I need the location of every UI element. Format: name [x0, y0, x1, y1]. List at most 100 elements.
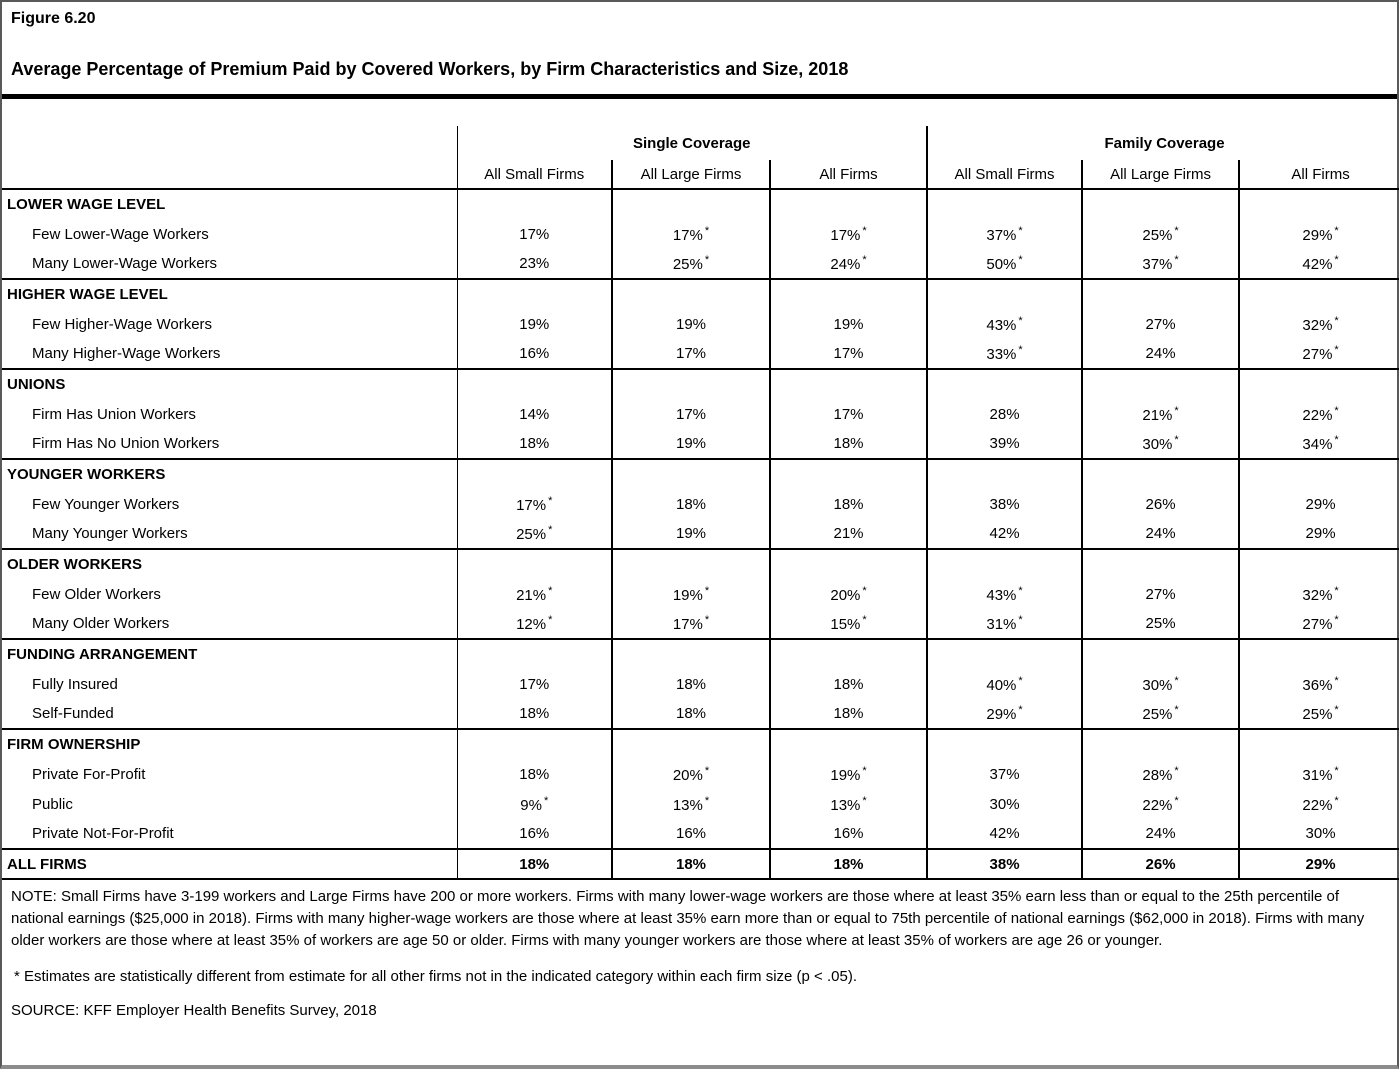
table-cell: 18%	[611, 489, 770, 519]
row-label: Fully Insured	[32, 675, 118, 693]
significance-marker: *	[1334, 344, 1339, 356]
table-cell	[1238, 278, 1399, 309]
table-cell	[1081, 278, 1240, 309]
table-cell: 33% *	[926, 339, 1083, 369]
table-cell	[611, 458, 770, 489]
table-cell: 22% *	[1081, 789, 1240, 819]
table-row: Few Younger Workers 17% * 18% 18% 38% 26% 29%	[2, 489, 1399, 519]
significance-marker: *	[1174, 224, 1179, 237]
row-label: Self-Funded	[32, 705, 114, 722]
table-cell: 17% *	[611, 219, 770, 249]
significance-marker: *	[1334, 704, 1339, 716]
section-header-row: FUNDING ARRANGEMENT	[2, 638, 1399, 669]
source-note: SOURCE: KFF Employer Health Benefits Sur…	[11, 1002, 377, 1019]
table-cell	[768, 278, 928, 309]
row-label: Few Older Workers	[32, 585, 161, 603]
significance-marker: *	[1018, 344, 1023, 356]
row-label: Many Lower-Wage Workers	[32, 255, 218, 272]
significance-marker: *	[1018, 254, 1023, 266]
table-row: Many Higher-Wage Workers 16% 17% 17% 33% * 24%…	[2, 339, 1399, 369]
table-cell: 29%	[1238, 519, 1399, 549]
significance-marker: *	[704, 614, 710, 626]
table-cell: 17% *	[456, 489, 612, 519]
table-row: Many Younger Workers 25% * 19% 21% 42% 24% 29%	[2, 519, 1399, 549]
significance-marker: *	[862, 794, 867, 807]
table-cell: 17%	[456, 669, 612, 699]
significance-marker: *	[1018, 314, 1023, 327]
table-cell	[768, 458, 928, 489]
significance-marker: *	[1018, 584, 1023, 597]
significance-note: * Estimates are statistically different …	[14, 968, 857, 985]
table-cell	[768, 368, 928, 399]
table-cell: 34% *	[1238, 429, 1399, 459]
group-header-family-coverage: Family Coverage	[926, 126, 1399, 160]
table-cell: 38%	[926, 489, 1083, 519]
row-label: Firm Has Union Workers	[32, 405, 196, 423]
table-cell: 27% *	[1238, 609, 1399, 639]
table-row: Few Older Workers 21% * 19% * 20% * 43% * 27% 32% *	[2, 579, 1399, 609]
table-cell: 17%	[611, 399, 770, 429]
significance-marker: *	[1174, 434, 1179, 446]
table-cell: 17%	[456, 219, 612, 249]
table-row: Fully Insured 17% 18% 18% 40% * 30% * 36% *	[2, 669, 1399, 699]
table-cell: 19%	[456, 309, 612, 339]
table-row: Few Lower-Wage Workers 17% 17% * 17% * 37% * 25%…	[2, 219, 1399, 249]
table-cell	[926, 188, 1083, 219]
table-cell: 42%	[926, 519, 1083, 549]
section-header-row: YOUNGER WORKERS	[2, 458, 1399, 489]
table-row: Self-Funded 18% 18% 18% 29% * 25% * 25% *	[2, 699, 1399, 729]
table-row: Few Higher-Wage Workers 19% 19% 19% 43% * 27% 3…	[2, 309, 1399, 339]
table-cell: 17%	[768, 399, 928, 429]
table-cell: 19% *	[611, 579, 770, 609]
significance-marker: *	[1174, 794, 1179, 807]
table-cell: 16%	[768, 819, 928, 849]
column-header-family-all-firms: All Firms	[1238, 160, 1399, 190]
table-cell: 21% *	[456, 579, 612, 609]
note-text: NOTE: Small Firms have 3-199 workers and…	[11, 888, 1365, 949]
row-label: Few Higher-Wage Workers	[32, 315, 213, 333]
table-cell: 16%	[611, 819, 770, 849]
row-label: ALL FIRMS	[2, 848, 457, 880]
significance-marker: *	[704, 584, 710, 597]
table-row: Public 9% * 13% * 13% * 30% 22% * 22% *	[2, 789, 1399, 819]
section-title: FUNDING ARRANGEMENT	[2, 638, 457, 669]
table-cell: 17% *	[611, 609, 770, 639]
table-cell: 19%	[611, 429, 770, 459]
table-cell: 29%	[1238, 489, 1399, 519]
significance-marker: *	[548, 524, 553, 536]
significance-marker: *	[1334, 254, 1339, 266]
table-cell: 27%	[1081, 579, 1240, 609]
table-cell	[926, 728, 1083, 759]
table-cell: 25%	[1081, 609, 1240, 639]
table-cell	[611, 548, 770, 579]
label-column-spacer	[2, 126, 457, 160]
table-cell: 36% *	[1238, 669, 1399, 699]
table-cell	[456, 548, 612, 579]
row-label: Few Younger Workers	[32, 495, 180, 513]
table-cell: 37% *	[1081, 249, 1240, 279]
section-title: UNIONS	[2, 368, 457, 399]
significance-marker: *	[543, 794, 549, 807]
significance-marker: *	[862, 584, 867, 597]
column-header-family-all-small-firms: All Small Firms	[926, 160, 1083, 190]
significance-marker: *	[1174, 404, 1179, 417]
table-cell	[926, 278, 1083, 309]
significance-marker: *	[1334, 674, 1339, 687]
significance-marker: *	[1018, 614, 1023, 626]
page-title: Average Percentage of Premium Paid by Co…	[11, 59, 849, 79]
table-cell: 38%	[926, 848, 1083, 880]
table-cell	[926, 638, 1083, 669]
significance-marker: *	[548, 494, 553, 507]
table-cell: 18%	[611, 848, 770, 880]
section-header-row: FIRM OWNERSHIP	[2, 728, 1399, 759]
table-row: Firm Has No Union Workers 18% 19% 18% 39% 30%…	[2, 429, 1399, 459]
table-cell: 25% *	[456, 519, 612, 549]
table-cell: 30% *	[1081, 429, 1240, 459]
table-cell: 20% *	[611, 759, 770, 789]
table-cell: 32% *	[1238, 579, 1399, 609]
table-cell	[1238, 458, 1399, 489]
table-cell: 50% *	[926, 249, 1083, 279]
table-cell	[1081, 728, 1240, 759]
table-cell: 24%	[1081, 819, 1240, 849]
table-row: Private Not-For-Profit 16% 16% 16% 42% 24% 30%	[2, 819, 1399, 849]
